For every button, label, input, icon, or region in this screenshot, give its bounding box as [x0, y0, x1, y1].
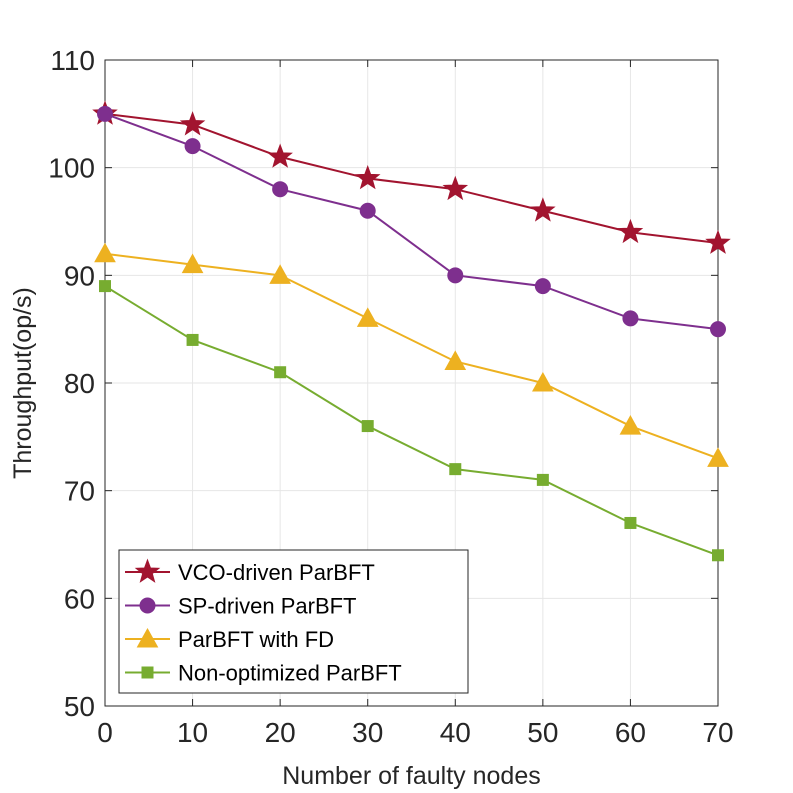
x-tick-label: 40 — [440, 717, 471, 748]
y-tick-label: 80 — [64, 368, 95, 399]
legend-item: VCO-driven ParBFT — [125, 558, 375, 585]
data-point — [267, 143, 293, 168]
legend-label: ParBFT with FD — [178, 627, 334, 652]
legend-box — [118, 549, 469, 694]
y-tick-label: 90 — [64, 260, 95, 291]
data-point — [359, 202, 376, 219]
data-point — [449, 463, 462, 476]
data-point — [94, 242, 116, 263]
legend: VCO-driven ParBFT SP-driven ParBFT ParBFT … — [118, 549, 469, 694]
series-4 — [99, 280, 724, 562]
data-point — [532, 371, 554, 392]
data-point — [272, 181, 289, 198]
legend-marker — [136, 627, 159, 648]
y-tick-label: 70 — [64, 476, 95, 507]
data-point — [707, 447, 729, 467]
data-point — [712, 549, 724, 562]
y-tick-label: 100 — [48, 153, 95, 184]
x-tick-label: 10 — [177, 717, 208, 748]
data-point — [274, 366, 287, 379]
series-line — [104, 112, 719, 331]
data-point — [447, 267, 464, 284]
legend-label: VCO-driven ParBFT — [178, 560, 375, 585]
series-layer — [92, 100, 731, 562]
series-line — [104, 112, 719, 245]
data-point — [530, 197, 556, 222]
data-point — [622, 310, 639, 327]
x-axis-title: Number of faulty nodes — [282, 762, 540, 790]
legend-label: Non-optimized ParBFT — [178, 661, 402, 686]
data-point — [97, 105, 113, 122]
data-point — [442, 175, 469, 201]
legend-item: SP-driven ParBFT — [125, 594, 357, 619]
data-point — [361, 420, 374, 433]
data-point — [179, 111, 206, 136]
legend-marker — [141, 666, 154, 679]
data-point — [356, 307, 379, 327]
data-point — [617, 218, 644, 244]
data-point — [624, 516, 637, 529]
y-tick-label: 60 — [64, 583, 95, 614]
y-axis-title: Throughput(op/s) — [9, 287, 37, 479]
data-point — [444, 350, 467, 370]
legend-marker — [134, 558, 161, 583]
y-tick-label: 110 — [50, 45, 95, 76]
legend-item: ParBFT with FD — [125, 627, 334, 652]
data-point — [99, 280, 111, 293]
x-tick-label: 50 — [527, 717, 558, 748]
data-point — [354, 164, 381, 190]
data-point — [619, 415, 642, 435]
data-point — [705, 229, 731, 254]
data-point — [186, 333, 199, 346]
data-point — [534, 278, 551, 295]
legend-item: Non-optimized ParBFT — [125, 661, 402, 686]
x-tick-label: 20 — [265, 717, 296, 748]
x-tick-label: 70 — [702, 717, 733, 748]
series-2 — [97, 105, 726, 338]
data-point — [269, 264, 291, 284]
x-tick-label: 60 — [615, 717, 646, 748]
y-tick-label: 50 — [64, 691, 95, 722]
data-point — [184, 138, 201, 155]
data-point — [710, 321, 726, 338]
series-line — [104, 285, 719, 557]
legend-marker — [139, 597, 156, 614]
axis-ticks: 50 60 70 80 90 100 110 0 10 20 30 40 50 60 70 — [48, 45, 733, 748]
series-3 — [94, 242, 729, 467]
x-tick-label: 0 — [97, 717, 113, 748]
data-point — [536, 473, 549, 486]
x-tick-label: 30 — [352, 717, 383, 748]
legend-label: SP-driven ParBFT — [178, 594, 357, 619]
series-line — [104, 252, 719, 460]
data-point — [181, 253, 204, 274]
